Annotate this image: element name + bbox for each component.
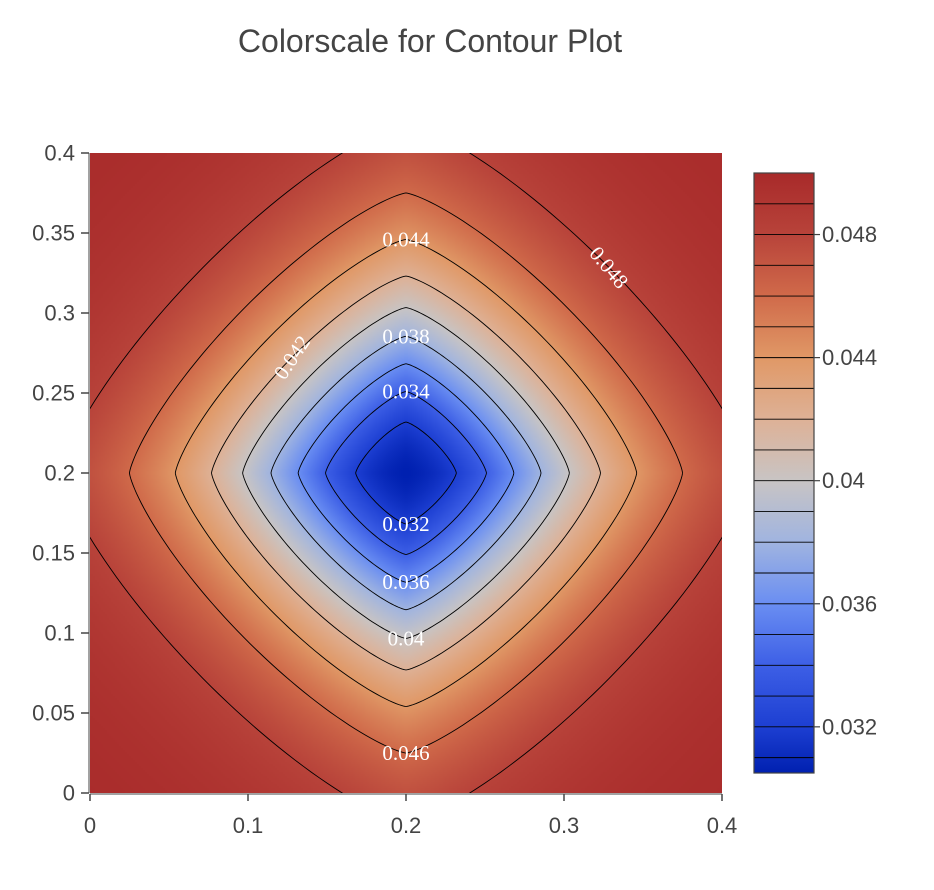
y-tick-label: 0.1 — [44, 621, 75, 646]
colorbar-border — [753, 172, 815, 774]
contour-line-0-048 — [90, 153, 722, 793]
colorbar-tick-label: 0.044 — [822, 345, 877, 370]
colorbar-gradient — [754, 173, 814, 773]
contour-line-0-038 — [270, 335, 542, 611]
contour-label: 0.044 — [382, 227, 430, 251]
x-tick-label: 0.4 — [707, 813, 738, 838]
colorbar-ticks: 0.032 0.036 0.04 0.044 0.048 — [814, 222, 877, 739]
chart-title: Colorscale for Contour Plot — [238, 23, 622, 59]
contour-line-0-046 — [128, 192, 683, 754]
colorbar-tick-label: 0.032 — [822, 714, 877, 739]
contour-label: 0.032 — [382, 512, 429, 536]
contour-label: 0.036 — [382, 570, 429, 594]
colorbar-tick-label: 0.04 — [822, 468, 865, 493]
colorbar-level-lines — [754, 203, 814, 759]
colorbar: 0.032 0.036 0.04 0.044 0.048 — [753, 172, 877, 774]
x-tick-label: 0.2 — [391, 813, 422, 838]
contour-label: 0.046 — [382, 741, 429, 765]
contour-fill — [90, 153, 722, 793]
y-tick-label: 0 — [63, 781, 75, 806]
contour-label: 0.034 — [382, 380, 430, 404]
contour-label: 0.038 — [382, 324, 429, 348]
y-tick-label: 0.25 — [32, 381, 75, 406]
contour-label: 0.04 — [388, 626, 425, 650]
contour-line-0-032 — [355, 421, 457, 525]
contour-line-0-044 — [174, 238, 638, 708]
colorbar-tick-label: 0.036 — [822, 591, 877, 616]
contour-line-0-042 — [211, 275, 601, 671]
y-tick-label: 0.05 — [32, 701, 75, 726]
contour-line-0-036 — [297, 363, 515, 583]
y-tick-label: 0.35 — [32, 221, 75, 246]
y-tick-label: 0.4 — [44, 141, 75, 166]
contour-line-0-04 — [242, 307, 570, 639]
x-tick-label: 0 — [84, 813, 96, 838]
plot-area: 0.0320.0340.0360.0380.040.0420.0440.0460… — [90, 153, 722, 793]
colorbar-tick-label: 0.048 — [822, 222, 877, 247]
contour-lines — [90, 153, 722, 793]
y-tick-label: 0.3 — [44, 301, 75, 326]
y-tick-label: 0.2 — [44, 461, 75, 486]
x-tick-label: 0.3 — [549, 813, 580, 838]
x-axis: 0 0.1 0.2 0.3 0.4 — [84, 793, 738, 838]
contour-line-0-034 — [325, 391, 487, 555]
y-axis: 0 0.05 0.1 0.15 0.2 0.25 0.3 0.35 0.4 — [32, 141, 90, 806]
x-tick-label: 0.1 — [233, 813, 264, 838]
y-tick-label: 0.15 — [32, 541, 75, 566]
